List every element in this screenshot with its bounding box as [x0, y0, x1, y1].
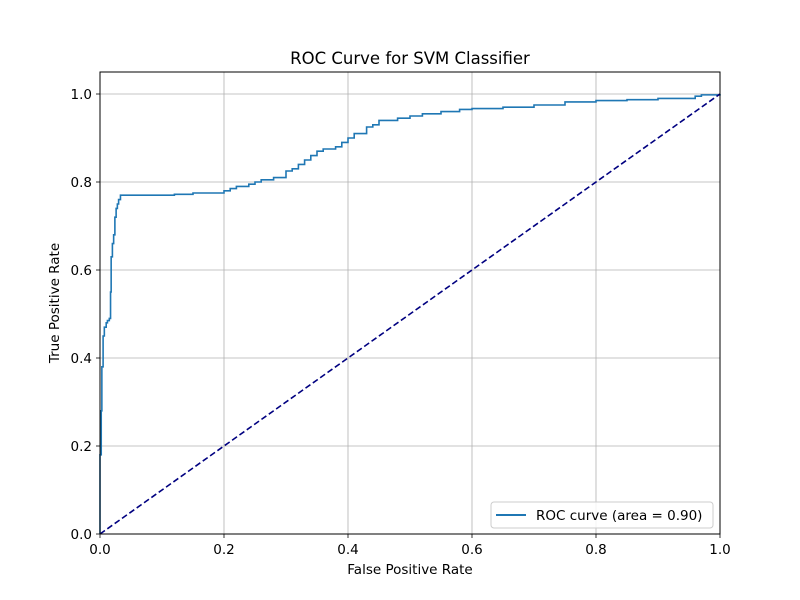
grid — [99, 72, 721, 535]
axis-ticks: 0.0 0.2 0.4 0.6 0.8 1.0 0.0 0.2 0.4 0.6 0.8 1.0 — [71, 87, 731, 558]
x-tick-label: 0.6 — [461, 542, 482, 558]
legend-box — [490, 501, 714, 529]
chart-title: ROC Curve for SVM Classifier — [290, 49, 530, 68]
y-tick-label: 0.2 — [71, 439, 92, 455]
x-tick-label: 0.2 — [213, 542, 234, 558]
legend: ROC curve (area = 0.90) — [490, 501, 714, 529]
x-tick-label: 0.0 — [89, 542, 110, 558]
y-tick-label: 0.8 — [71, 175, 92, 191]
plot-series — [99, 93, 721, 535]
x-tick-label: 0.4 — [337, 542, 358, 558]
y-axis-label: True Positive Rate — [47, 243, 63, 364]
y-tick-label: 1.0 — [71, 87, 92, 103]
x-axis-label: False Positive Rate — [347, 562, 472, 578]
y-tick-label: 0.0 — [71, 527, 92, 543]
roc-curve-line — [99, 94, 721, 534]
legend-entry-roc: ROC curve (area = 0.90) — [536, 508, 702, 524]
x-tick-label: 0.8 — [585, 542, 606, 558]
chance-diagonal-line — [99, 93, 721, 535]
plot-frame — [99, 71, 721, 535]
y-tick-label: 0.4 — [71, 351, 92, 367]
y-tick-label: 0.6 — [71, 263, 92, 279]
x-tick-label: 1.0 — [709, 542, 730, 558]
